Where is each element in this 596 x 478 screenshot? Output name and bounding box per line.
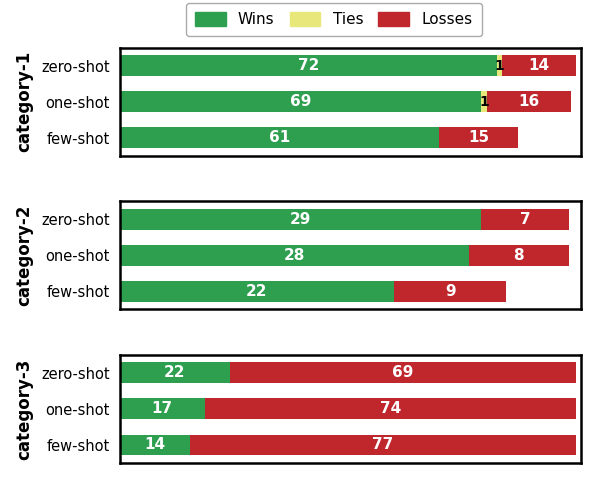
Bar: [120, 55, 497, 76]
Bar: [190, 435, 576, 456]
Bar: [502, 55, 576, 76]
Text: 69: 69: [392, 365, 414, 380]
Text: 7: 7: [520, 212, 530, 227]
Y-axis label: category-1: category-1: [15, 51, 33, 152]
Text: 22: 22: [164, 365, 185, 380]
Bar: [205, 399, 576, 419]
Text: 72: 72: [298, 58, 319, 73]
Text: 14: 14: [529, 58, 550, 73]
Text: 74: 74: [380, 402, 401, 416]
Bar: [230, 362, 576, 383]
Text: 77: 77: [372, 437, 393, 453]
Bar: [120, 128, 439, 148]
Bar: [120, 281, 394, 302]
Text: 69: 69: [290, 94, 311, 109]
Text: 8: 8: [513, 248, 524, 263]
Bar: [120, 209, 481, 230]
Bar: [481, 209, 569, 230]
Legend: Wins, Ties, Losses: Wins, Ties, Losses: [186, 3, 482, 36]
Text: 14: 14: [144, 437, 165, 453]
Bar: [120, 399, 205, 419]
Y-axis label: category-3: category-3: [15, 358, 33, 460]
Text: 1: 1: [495, 59, 505, 73]
Bar: [482, 91, 487, 112]
Y-axis label: category-2: category-2: [15, 205, 33, 306]
Bar: [469, 245, 569, 266]
Bar: [394, 281, 506, 302]
Text: 22: 22: [246, 284, 268, 299]
Text: 17: 17: [152, 402, 173, 416]
Text: 61: 61: [269, 130, 290, 145]
Bar: [120, 91, 482, 112]
Bar: [120, 362, 230, 383]
Text: 28: 28: [284, 248, 305, 263]
Bar: [120, 245, 469, 266]
Bar: [497, 55, 502, 76]
Text: 9: 9: [445, 284, 455, 299]
Text: 16: 16: [518, 94, 539, 109]
Bar: [487, 91, 570, 112]
Text: 15: 15: [468, 130, 489, 145]
Bar: [439, 128, 518, 148]
Text: 29: 29: [290, 212, 311, 227]
Text: 1: 1: [479, 95, 489, 109]
Bar: [120, 435, 190, 456]
